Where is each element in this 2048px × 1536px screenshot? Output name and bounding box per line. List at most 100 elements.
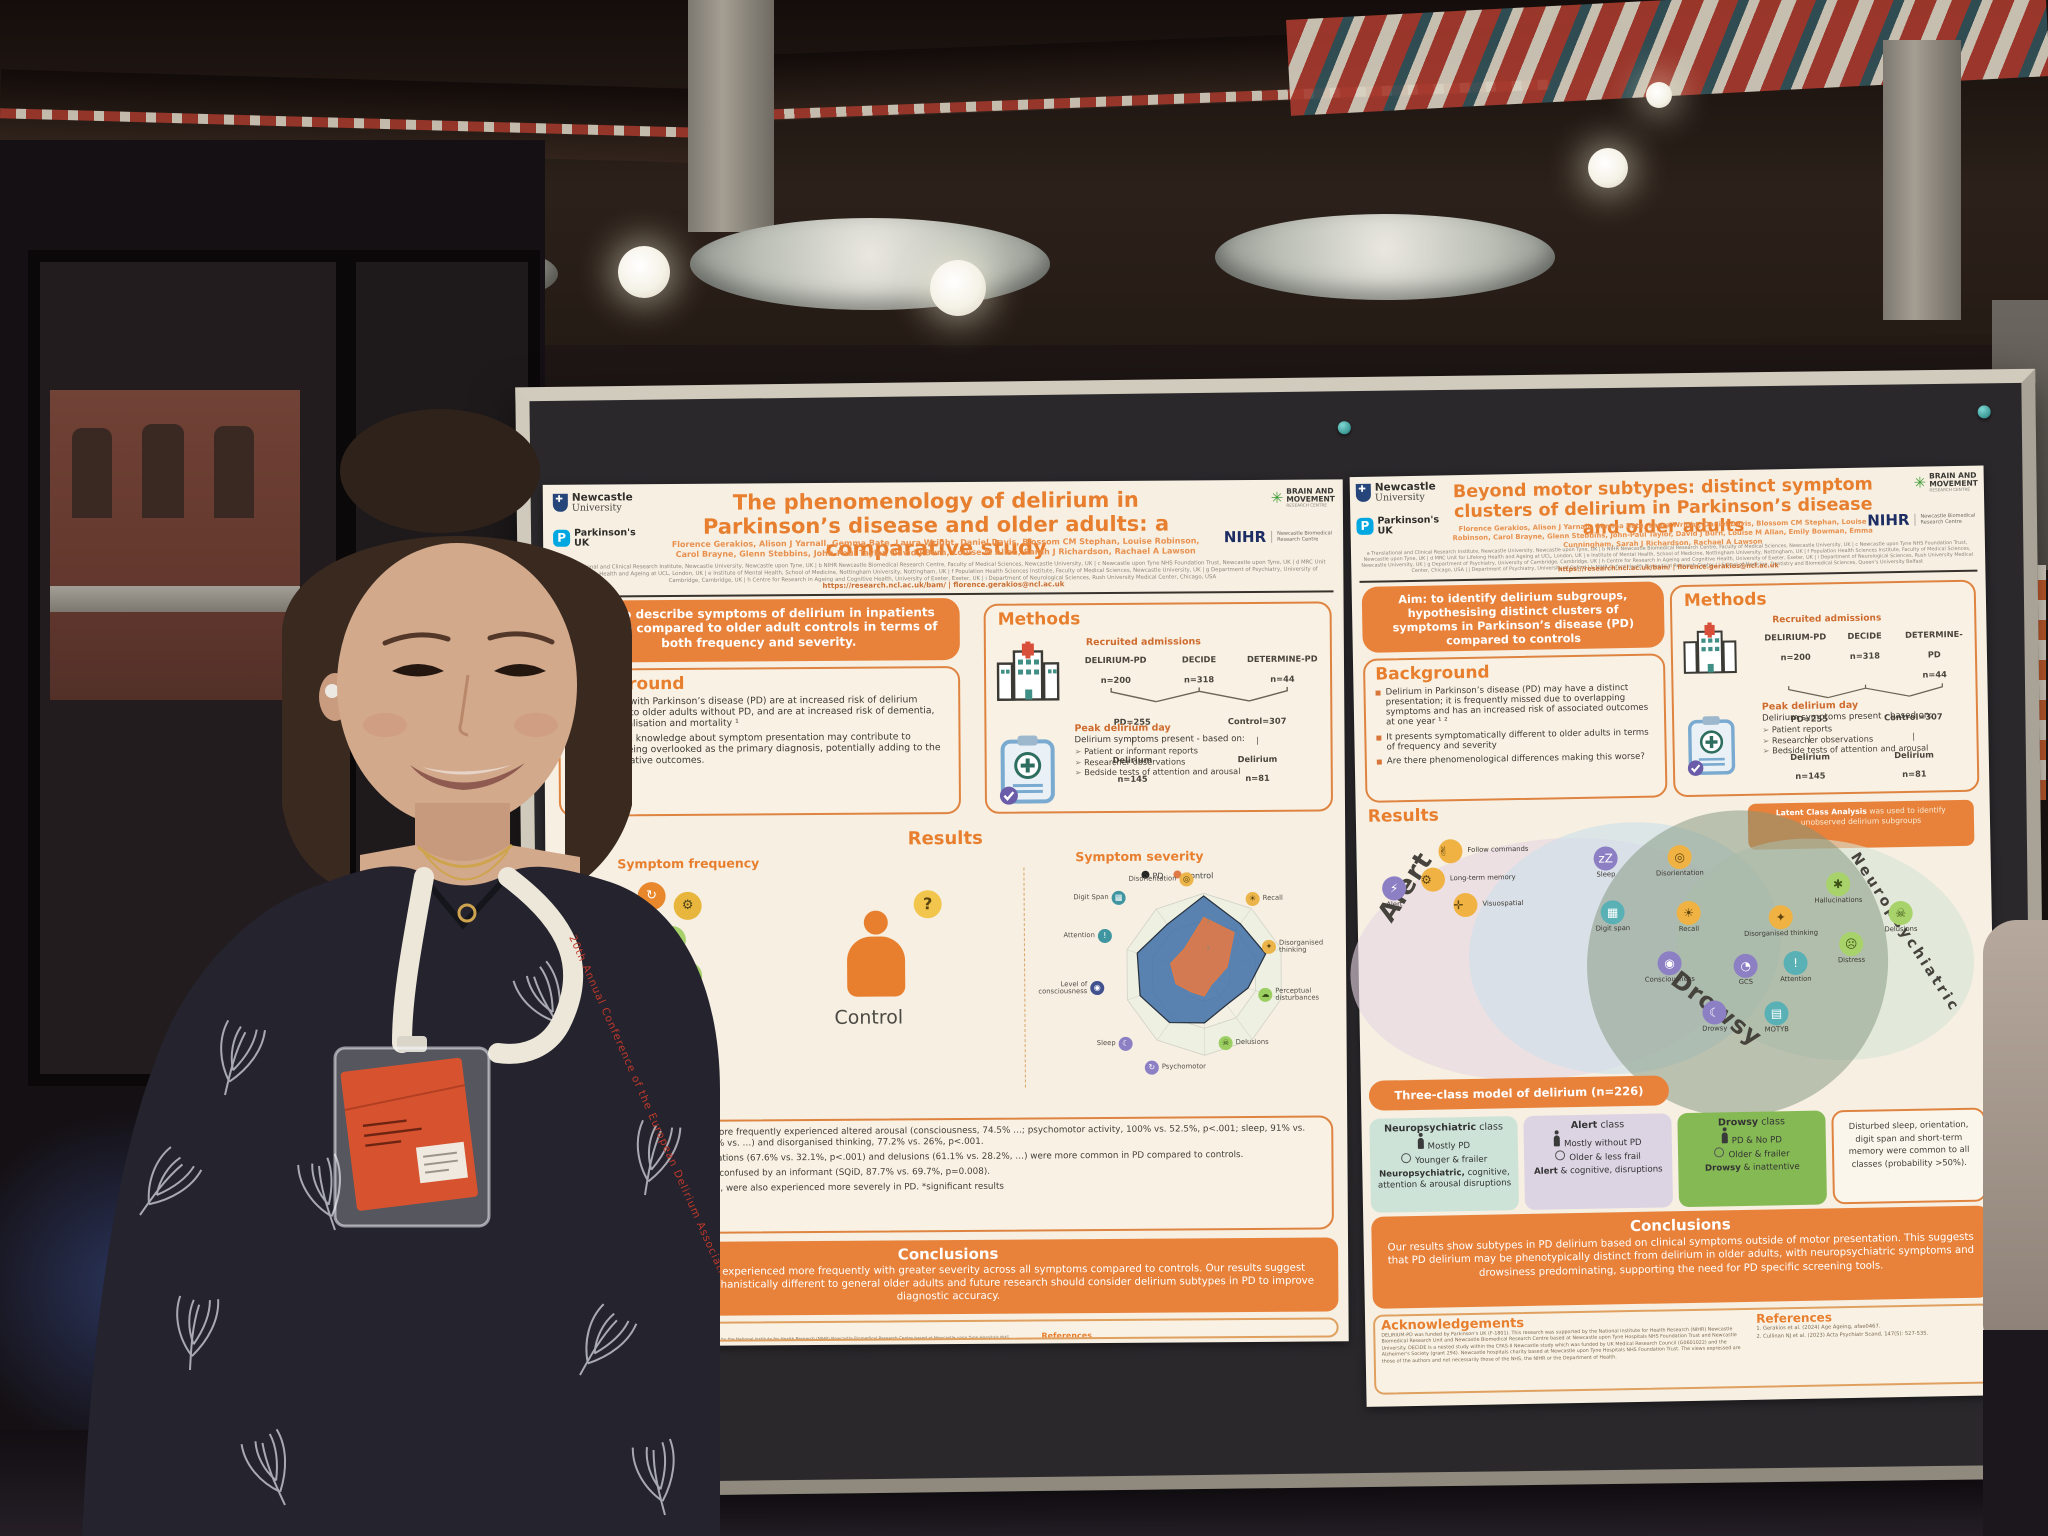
eye xyxy=(392,664,444,677)
eye-icon: ◉ xyxy=(1657,951,1682,976)
alert-class-card: Alert class Mostly without PD Older & le… xyxy=(1523,1113,1674,1210)
zzz-icon: zZ xyxy=(1593,846,1618,871)
methods-heading: Methods xyxy=(1683,589,1767,611)
skylight xyxy=(690,218,1050,310)
author-list: Florence Gerakios, Alison J Yarnall, Gem… xyxy=(671,536,1200,560)
compass-icon: ◎ xyxy=(1667,844,1692,870)
push-pin xyxy=(1337,421,1351,435)
person-icon xyxy=(1721,1132,1728,1144)
venn-node-digit-span: ▦ Digit span xyxy=(1571,900,1654,934)
venn-node-disorientation: ◎ Disorientation xyxy=(1638,844,1721,878)
cohort-row: DELIRIUM-PD n=200 DECIDE n=318 DETERMINE-P… xyxy=(1074,646,1324,688)
skylight xyxy=(1215,214,1555,300)
control-series-polygon xyxy=(1170,916,1235,997)
bam-star-icon: ✳ xyxy=(1270,488,1284,507)
control-person-icon xyxy=(846,936,906,997)
nose xyxy=(458,674,470,737)
bystander-person xyxy=(1983,920,2048,1350)
eyebrow xyxy=(382,632,451,646)
cohort-decide: DECIDE n=318 xyxy=(1847,630,1882,661)
hospital-icon xyxy=(996,640,1062,707)
common-symptoms-note: Disturbed sleep, orientation, digit span… xyxy=(1831,1107,1987,1205)
conference-badge xyxy=(333,1036,491,1228)
bam-logo-text: BRAIN AND MOVEMENT RESEARCH CENTRE xyxy=(1929,470,1978,493)
collar xyxy=(415,868,515,930)
venn-node-recall: ☀ Recall xyxy=(1647,900,1730,934)
ghost-icon: ✱ xyxy=(1825,871,1851,897)
mouth xyxy=(410,763,525,790)
hospital-icon xyxy=(1682,622,1739,681)
lanyard-strap-left xyxy=(392,867,434,1053)
peak-delirium-day: Peak delirium day Delirium symptoms pres… xyxy=(1762,698,1973,757)
cohort-decide: DECIDE n=318 xyxy=(1181,654,1217,685)
venn-node-consciousness: ◉ Consciousness xyxy=(1628,951,1711,985)
axis-disorientation: ◎ Disorientation xyxy=(1105,872,1194,887)
skull-icon: ☠ xyxy=(1888,900,1913,926)
delusions-icon: ☠ xyxy=(1218,1036,1233,1051)
eyebrow xyxy=(487,631,555,645)
person-icon xyxy=(1417,1137,1424,1149)
symptom-severity-heading: Symptom severity xyxy=(1075,848,1204,865)
panel-divider xyxy=(1023,867,1026,1088)
cohort-delirium-pd: DELIRIUM-PD n=200 xyxy=(1764,631,1827,663)
pendant-light xyxy=(1646,82,1672,108)
venn-node-long-term-memory: ⚙ Long-term memory xyxy=(1420,866,1539,892)
symptom-cluster-venn: Alert Drowsy Neuropsychiatric ✌Follow co… xyxy=(1336,766,1994,1161)
brain-and-movement-logo: ✳ BRAIN AND MOVEMENT RESEARCH CENTRE xyxy=(1270,486,1335,508)
clipboard-icon xyxy=(998,733,1057,809)
cohort-determine-pd: DETERMINE-PD n=44 xyxy=(1904,628,1963,680)
recruitment-flow: Recruited admissions DELIRIUM-PD n=200 DE… xyxy=(1760,608,1971,784)
axis-delusions: ☠ Delusions xyxy=(1218,1036,1307,1051)
disorientation-icon: ◎ xyxy=(1179,872,1194,887)
footer-row: Acknowledgements DELIRIUM-PD was funded … xyxy=(1372,1303,1993,1395)
acknowledgements: Acknowledgements DELIRIUM-PD was funded … xyxy=(1381,1316,1741,1365)
distress-icon: ☹ xyxy=(1839,931,1864,957)
peak-bullet: Bedside tests of attention and arousal xyxy=(1075,766,1327,778)
references: References 1. Gerakios et al. (2024) Age… xyxy=(1035,1319,1336,1343)
arrows-icon: ✛ xyxy=(1453,892,1478,918)
background-bullet: Delirium in Parkinson’s disease (PD) may… xyxy=(1375,683,1656,729)
venn-node-motyb: ▤ MOTYB xyxy=(1735,1001,1818,1035)
parkinsons-p-icon: P xyxy=(1356,517,1374,535)
earbud xyxy=(325,684,339,698)
brain-and-movement-logo: ✳ BRAIN AND MOVEMENT RESEARCH CENTRE xyxy=(1913,470,1978,493)
results-heading: Results xyxy=(1367,805,1439,827)
nihr-logo: NIHR Newcastle Biomedical Research Centr… xyxy=(1224,527,1336,546)
disorganised-thinking-icon: ✦ xyxy=(1261,940,1277,955)
pendant-light xyxy=(930,260,986,316)
conclusions-banner: Conclusions Our results show subtypes in… xyxy=(1371,1205,1991,1309)
methods-heading: Methods xyxy=(997,609,1081,630)
venn-node-visuospatial: ✛ Visuospatial xyxy=(1453,891,1571,918)
severity-radar-chart: 21 xyxy=(1126,892,1282,1056)
drowsy-icon: ☾ xyxy=(1702,1000,1727,1025)
blush xyxy=(514,713,558,737)
concrete-pillar xyxy=(688,0,774,232)
venn-node-alert: ⚡ Alert xyxy=(1353,876,1436,910)
necklace-chain xyxy=(423,850,509,881)
axis-attention: ! Attention xyxy=(1024,928,1112,944)
cohort-delirium-pd: DELIRIUM-PD n=200 xyxy=(1084,654,1147,686)
background-bullet: It presents symptomatically different to… xyxy=(1376,727,1656,752)
background-heading: Background xyxy=(1375,662,1490,685)
foreground-shadow xyxy=(1983,1330,2048,1536)
reference-item: 1. Gerakios et al. (2024) Age Ageing, af… xyxy=(1041,1340,1330,1343)
venn-node-distress: ☹ Distress xyxy=(1810,931,1893,965)
axis-disorganised-thinking: ✦ Disorganised thinking xyxy=(1261,938,1350,955)
neuropsychiatric-class-card: Neuropsychiatric class Mostly PD Younger… xyxy=(1369,1116,1520,1213)
attention-icon: ! xyxy=(1097,928,1112,944)
background-bullet: Are there phenomenological differences m… xyxy=(1376,751,1657,766)
newcastle-shield-icon xyxy=(1355,483,1372,502)
drowsy-class-card: Drowsy class PD & No PD Older & frailer … xyxy=(1677,1110,1828,1208)
methods-box: Methods Recruited admissions DELIRIUM-PD… xyxy=(983,601,1334,814)
concrete-pillar xyxy=(1883,40,1961,320)
conclusions-text: Our results show subtypes in PD delirium… xyxy=(1387,1231,1975,1279)
age-icon xyxy=(1400,1152,1412,1163)
psychomotor-icon: ↻ xyxy=(1144,1060,1159,1075)
venn-node-hallucinations: ✱ Hallucinations xyxy=(1797,871,1880,905)
bullet-icon xyxy=(1375,690,1381,696)
